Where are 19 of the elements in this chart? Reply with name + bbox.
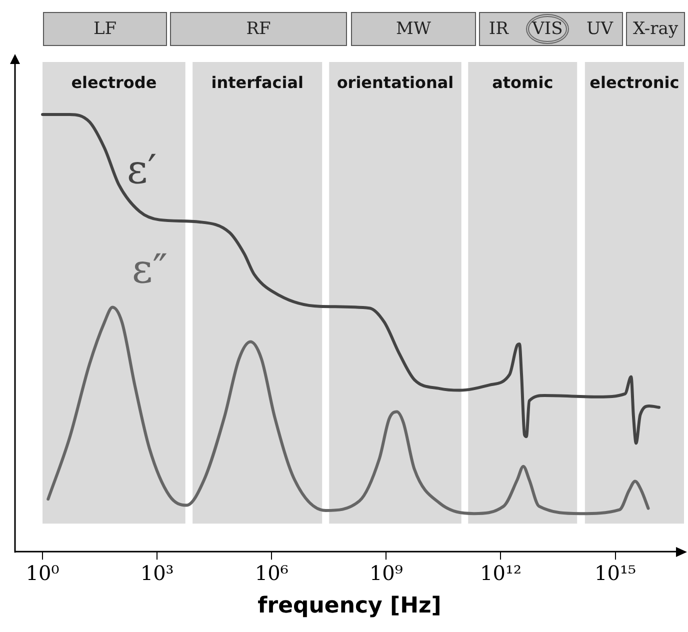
spectrum-box: IR VIS UV <box>479 12 623 46</box>
x-tick-label: 10⁶ <box>254 560 288 585</box>
x-tick-label: 10¹⁵ <box>594 560 636 585</box>
series-label: ε″ <box>132 246 168 292</box>
x-tick-label: 10¹² <box>480 560 522 585</box>
band-label: electronic <box>590 73 680 92</box>
x-tick-label: 10⁰ <box>26 560 60 585</box>
spectrum-box: LF <box>43 12 167 46</box>
series-label: ε′ <box>126 147 157 194</box>
spectrum-box: RF <box>170 12 347 46</box>
spectrum-box: MW <box>351 12 476 46</box>
x-axis-title: frequency [Hz] <box>258 594 442 619</box>
band-label: atomic <box>492 73 554 92</box>
x-tick-label: 10⁹ <box>369 560 403 585</box>
x-tick-label: 10³ <box>140 560 174 585</box>
spectrum-box: X-ray <box>626 12 685 46</box>
band-label: orientational <box>336 73 454 92</box>
band-label: electrode <box>71 73 157 92</box>
band-label: interfacial <box>211 73 304 92</box>
